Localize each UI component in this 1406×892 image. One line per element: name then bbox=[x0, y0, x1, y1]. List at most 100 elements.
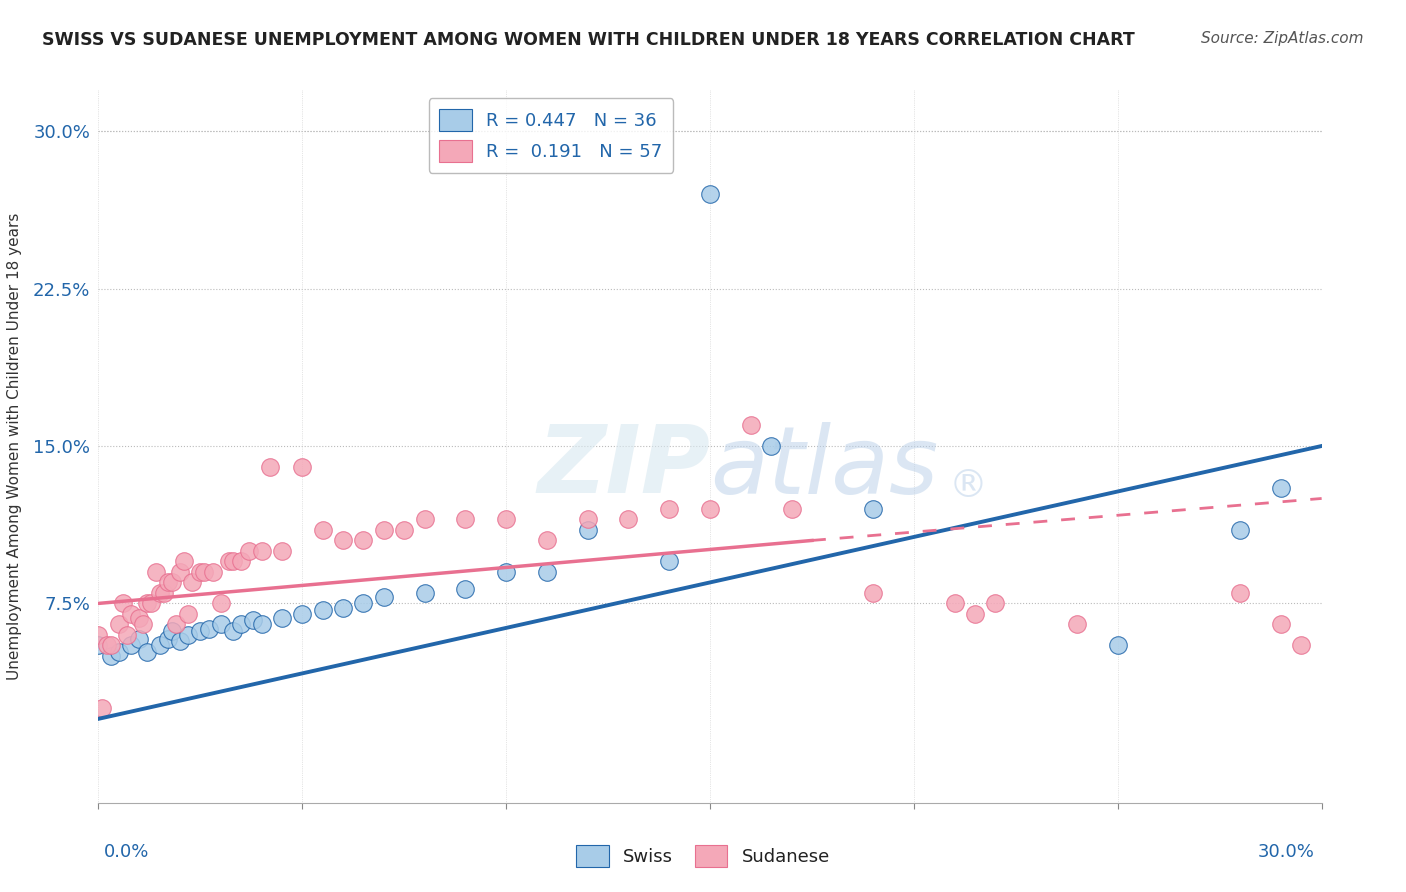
Point bbox=[188, 565, 212, 579]
Point bbox=[761, 439, 783, 453]
Point bbox=[100, 648, 122, 663]
Text: SWISS VS SUDANESE UNEMPLOYMENT AMONG WOMEN WITH CHILDREN UNDER 18 YEARS CORRELAT: SWISS VS SUDANESE UNEMPLOYMENT AMONG WOM… bbox=[42, 31, 1135, 49]
Point bbox=[392, 523, 416, 537]
Point bbox=[100, 639, 122, 653]
Point bbox=[136, 596, 159, 610]
Point bbox=[495, 512, 517, 526]
Point bbox=[495, 565, 517, 579]
Point bbox=[169, 634, 191, 648]
Point bbox=[149, 586, 172, 600]
Point bbox=[312, 603, 335, 617]
Point bbox=[352, 596, 374, 610]
Point bbox=[193, 565, 215, 579]
Point bbox=[156, 632, 179, 646]
Point bbox=[145, 565, 167, 579]
Point bbox=[862, 586, 884, 600]
Point bbox=[658, 502, 681, 516]
Point bbox=[699, 187, 721, 202]
Point bbox=[197, 622, 219, 636]
Point bbox=[536, 533, 558, 548]
Point bbox=[231, 617, 253, 632]
Point bbox=[173, 554, 195, 568]
Point bbox=[250, 544, 273, 558]
Point bbox=[188, 624, 212, 638]
Point bbox=[373, 590, 395, 604]
Point bbox=[136, 645, 159, 659]
Point bbox=[177, 607, 200, 621]
Point bbox=[160, 624, 183, 638]
Point bbox=[231, 554, 253, 568]
Point bbox=[312, 523, 335, 537]
Point bbox=[270, 611, 294, 625]
Point bbox=[87, 628, 110, 642]
Point bbox=[222, 554, 245, 568]
Text: ZIP: ZIP bbox=[537, 421, 710, 514]
Point bbox=[1291, 639, 1313, 653]
Point bbox=[165, 617, 187, 632]
Point bbox=[352, 533, 374, 548]
Point bbox=[120, 639, 142, 653]
Point bbox=[413, 512, 436, 526]
Point bbox=[87, 639, 110, 653]
Point bbox=[259, 460, 281, 475]
Point bbox=[943, 596, 966, 610]
Point bbox=[454, 582, 477, 596]
Text: ®: ® bbox=[949, 467, 987, 506]
Point bbox=[96, 639, 118, 653]
Point bbox=[1107, 639, 1129, 653]
Text: 0.0%: 0.0% bbox=[104, 843, 149, 861]
Point bbox=[1229, 523, 1251, 537]
Point bbox=[156, 575, 179, 590]
Point bbox=[536, 565, 558, 579]
Point bbox=[132, 617, 155, 632]
Point bbox=[120, 607, 142, 621]
Point bbox=[576, 523, 599, 537]
Point bbox=[1066, 617, 1088, 632]
Point bbox=[984, 596, 1007, 610]
Point bbox=[740, 417, 762, 432]
Point bbox=[218, 554, 240, 568]
Point bbox=[115, 628, 138, 642]
Point bbox=[699, 502, 721, 516]
Point bbox=[128, 632, 150, 646]
Point bbox=[965, 607, 987, 621]
Text: atlas: atlas bbox=[710, 422, 938, 513]
Legend: R = 0.447   N = 36, R =  0.191   N = 57: R = 0.447 N = 36, R = 0.191 N = 57 bbox=[429, 98, 673, 173]
Point bbox=[128, 611, 150, 625]
Point bbox=[332, 533, 354, 548]
Point bbox=[617, 512, 640, 526]
Point bbox=[270, 544, 294, 558]
Point bbox=[250, 617, 273, 632]
Text: 30.0%: 30.0% bbox=[1258, 843, 1315, 861]
Point bbox=[160, 575, 183, 590]
Point bbox=[576, 512, 599, 526]
Point bbox=[413, 586, 436, 600]
Point bbox=[332, 600, 354, 615]
Point bbox=[1270, 481, 1292, 495]
Point bbox=[108, 617, 131, 632]
Point bbox=[454, 512, 477, 526]
Point bbox=[108, 645, 131, 659]
Point bbox=[177, 628, 200, 642]
Point bbox=[181, 575, 204, 590]
Point bbox=[209, 596, 232, 610]
Text: Source: ZipAtlas.com: Source: ZipAtlas.com bbox=[1201, 31, 1364, 46]
Legend: Swiss, Sudanese: Swiss, Sudanese bbox=[569, 838, 837, 874]
Point bbox=[862, 502, 884, 516]
Point bbox=[238, 544, 260, 558]
Point bbox=[373, 523, 395, 537]
Point bbox=[209, 617, 232, 632]
Point bbox=[141, 596, 163, 610]
Y-axis label: Unemployment Among Women with Children Under 18 years: Unemployment Among Women with Children U… bbox=[7, 212, 21, 680]
Point bbox=[1229, 586, 1251, 600]
Point bbox=[222, 624, 245, 638]
Point bbox=[91, 701, 114, 715]
Point bbox=[169, 565, 191, 579]
Point bbox=[152, 586, 174, 600]
Point bbox=[291, 607, 314, 621]
Point bbox=[201, 565, 224, 579]
Point bbox=[291, 460, 314, 475]
Point bbox=[242, 613, 264, 627]
Point bbox=[780, 502, 803, 516]
Point bbox=[149, 639, 172, 653]
